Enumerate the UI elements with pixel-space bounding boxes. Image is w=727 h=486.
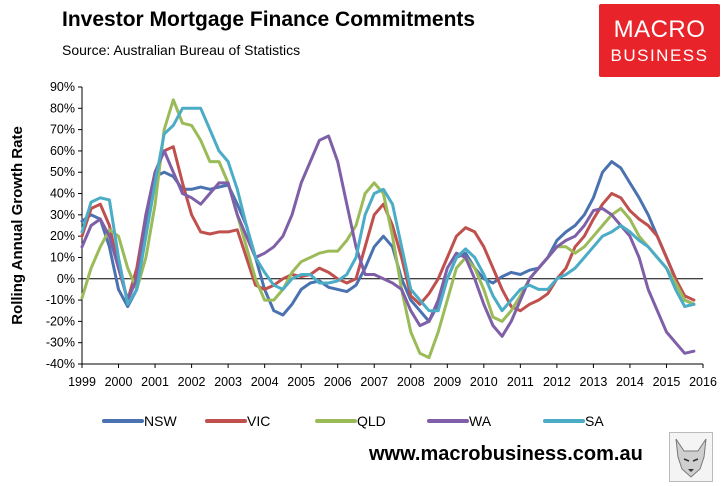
x-tick-label: 2003 [214, 375, 242, 389]
y-tick-label: -30% [46, 336, 75, 350]
x-tick-label: 2013 [580, 375, 608, 389]
series-line-qld [80, 98, 696, 360]
x-tick-label: 2001 [141, 375, 169, 389]
x-tick-label: 2012 [543, 375, 571, 389]
y-tick-label: 80% [50, 101, 75, 115]
y-tick-label: 0% [57, 272, 75, 286]
x-tick-label: 2000 [105, 375, 133, 389]
y-tick-label: 70% [50, 123, 75, 137]
y-tick-label: 90% [50, 80, 75, 94]
macrobusiness-logo: MACRO BUSINESS [599, 4, 720, 77]
logo-line-macro: MACRO [613, 16, 706, 43]
y-tick-label: 10% [50, 250, 75, 264]
x-tick-label: 2006 [324, 375, 352, 389]
y-axis-label: Rolling Annual Growth Rate [9, 126, 26, 325]
x-tick-label: 2015 [653, 375, 681, 389]
x-tick-label: 2002 [178, 375, 206, 389]
y-tick-label: 20% [50, 229, 75, 243]
logo-line-business: BUSINESS [610, 46, 709, 65]
x-tick-label: 2005 [287, 375, 315, 389]
legend-label-qld: QLD [357, 413, 386, 429]
fox-mascot-icon [669, 432, 713, 482]
y-tick-label: 60% [50, 144, 75, 158]
y-tick-label: 50% [50, 165, 75, 179]
legend-label-nsw: NSW [144, 413, 177, 429]
series-line-nsw [80, 160, 696, 323]
chart-title: Investor Mortgage Finance Commitments [62, 8, 476, 31]
series-line-wa [80, 134, 696, 355]
series-line-sa [80, 106, 696, 313]
line-chart: 90% 80% 70% 60% 50% 40% 30% 20% 10% 0% -10% -20% -30… [9, 80, 717, 429]
x-tick-label: 2011 [507, 375, 534, 389]
x-tick-label: 2009 [433, 375, 461, 389]
y-tick-label: -10% [46, 293, 75, 307]
x-tick-label: 2016 [689, 375, 717, 389]
chart-subtitle: Source: Australian Bureau of Statistics [62, 42, 301, 58]
x-tick-label: 2010 [470, 375, 498, 389]
legend-label-sa: SA [585, 413, 604, 429]
y-tick-label: 40% [50, 187, 75, 201]
x-tick-label: 2014 [616, 375, 644, 389]
y-tick-label: -40% [46, 357, 75, 371]
legend-label-wa: WA [469, 413, 492, 429]
website-url: www.macrobusiness.com.au [369, 443, 643, 465]
legend-label-vic: VIC [247, 413, 270, 429]
y-tick-label: 30% [50, 208, 75, 222]
x-tick-label: 2007 [360, 375, 388, 389]
x-tick-label: 1999 [68, 375, 96, 389]
y-tick-label: -20% [46, 314, 75, 328]
x-tick-label: 2004 [251, 375, 279, 389]
x-tick-label: 2008 [397, 375, 425, 389]
